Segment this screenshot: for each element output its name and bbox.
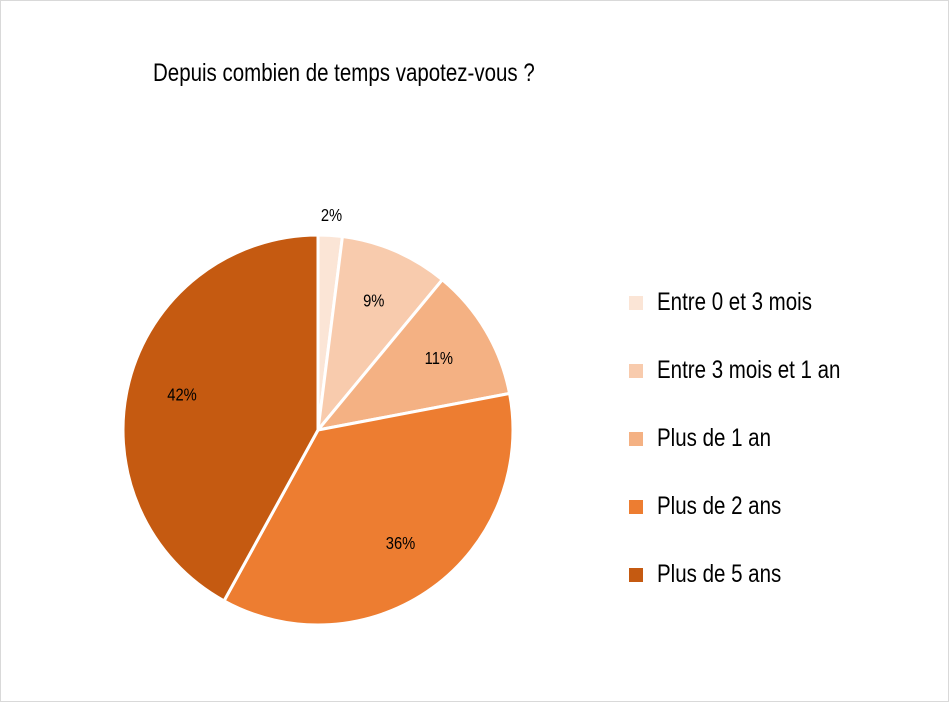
pie-slice-2	[314, 277, 512, 433]
pie-slice-3	[222, 391, 515, 627]
legend-swatch	[629, 432, 643, 446]
legend-swatch	[629, 500, 643, 514]
legend-label: Plus de 1 an	[657, 424, 771, 452]
legend-swatch	[629, 364, 643, 378]
data-label-4: 42%	[167, 385, 197, 405]
legend-label: Plus de 2 ans	[657, 492, 782, 520]
legend-label: Entre 3 mois et 1 an	[657, 356, 841, 384]
pie-slice-1	[315, 234, 445, 435]
data-label-1: 9%	[363, 291, 385, 311]
data-label-0: 2%	[321, 206, 343, 226]
chart-title: Depuis combien de temps vapotez-vous ?	[153, 59, 535, 87]
legend-swatch	[629, 568, 643, 582]
legend-label: Plus de 5 ans	[657, 560, 782, 588]
data-label-2: 11%	[425, 349, 454, 369]
legend-swatch	[629, 296, 643, 310]
pie-slice-4	[121, 233, 320, 603]
legend-label: Entre 0 et 3 mois	[657, 288, 812, 316]
data-label-3: 36%	[386, 534, 416, 554]
